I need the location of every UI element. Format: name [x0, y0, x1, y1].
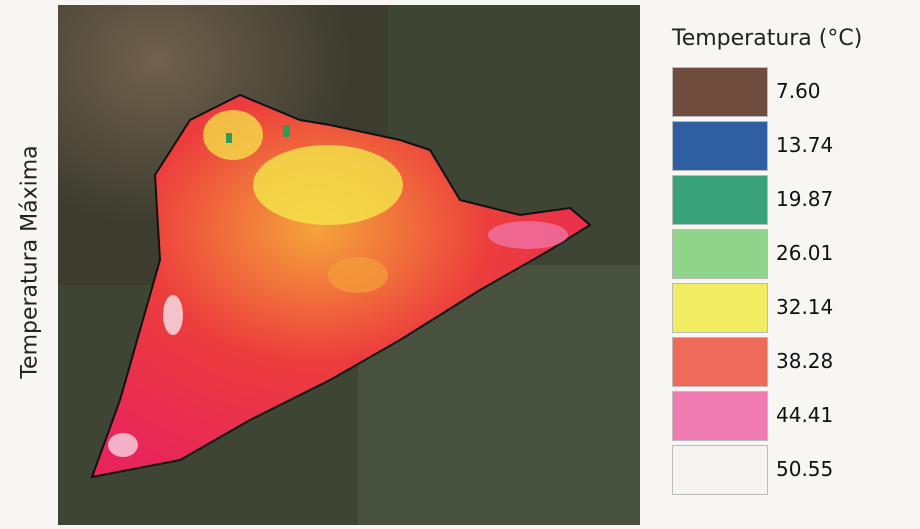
warm-spot: [328, 257, 388, 293]
map: [58, 5, 640, 525]
legend-item: 19.87: [672, 175, 912, 229]
legend-swatch: [672, 337, 768, 387]
legend-label: 50.55: [776, 457, 834, 481]
legend-swatch: [672, 229, 768, 279]
legend-item: 7.60: [672, 67, 912, 121]
pink-spot: [488, 221, 568, 249]
legend-swatch: [672, 175, 768, 225]
legend-label: 32.14: [776, 295, 834, 319]
legend-item: 13.74: [672, 121, 912, 175]
legend-swatch: [672, 445, 768, 495]
white-spot: [108, 433, 138, 457]
white-spot: [163, 295, 183, 335]
legend: 7.60 13.74 19.87 26.01 32.14 38.28 44.41 50.55: [672, 67, 912, 499]
legend-swatch: [672, 67, 768, 117]
legend-swatch: [672, 121, 768, 171]
legend-label: 38.28: [776, 349, 834, 373]
legend-title: Temperatura (°C): [672, 26, 863, 51]
legend-label: 19.87: [776, 187, 834, 211]
legend-label: 26.01: [776, 241, 834, 265]
legend-swatch: [672, 283, 768, 333]
hot-spot: [203, 110, 263, 160]
legend-label: 13.74: [776, 133, 834, 157]
side-label-box: Temperatura Máxima: [8, 0, 52, 529]
legend-item: 32.14: [672, 283, 912, 337]
side-label: Temperatura Máxima: [17, 145, 43, 379]
green-spot: [226, 133, 232, 143]
green-spot: [283, 125, 290, 137]
legend-item: 38.28: [672, 337, 912, 391]
legend-label: 44.41: [776, 403, 834, 427]
legend-swatch: [672, 391, 768, 441]
hot-spot: [253, 145, 403, 225]
legend-label: 7.60: [776, 79, 821, 103]
legend-item: 44.41: [672, 391, 912, 445]
legend-item: 50.55: [672, 445, 912, 499]
legend-item: 26.01: [672, 229, 912, 283]
